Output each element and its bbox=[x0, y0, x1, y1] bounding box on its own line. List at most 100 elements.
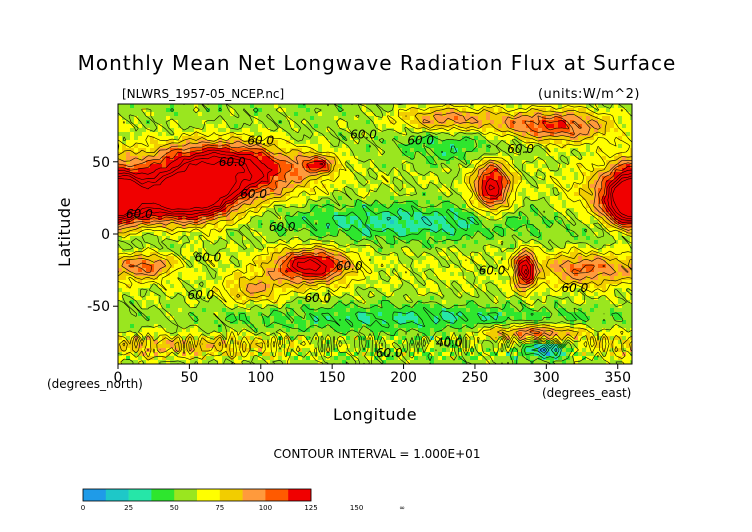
heatmap-cell bbox=[374, 108, 379, 113]
heatmap-cell bbox=[550, 208, 555, 213]
heatmap-cell bbox=[270, 212, 275, 217]
heatmap-cell bbox=[418, 160, 423, 165]
heatmap-cell bbox=[118, 112, 123, 117]
heatmap-cell bbox=[558, 240, 563, 245]
heatmap-cell bbox=[594, 168, 599, 173]
heatmap-cell bbox=[354, 148, 359, 153]
heatmap-cell bbox=[522, 184, 527, 189]
heatmap-cell bbox=[426, 192, 431, 197]
heatmap-cell bbox=[534, 124, 539, 129]
heatmap-cell bbox=[454, 168, 459, 173]
heatmap-cell bbox=[398, 252, 403, 257]
heatmap-cell bbox=[190, 224, 195, 229]
heatmap-cell bbox=[250, 196, 255, 201]
heatmap-cell bbox=[558, 184, 563, 189]
heatmap-cell bbox=[610, 148, 615, 153]
heatmap-cell bbox=[474, 184, 479, 189]
heatmap-cell bbox=[310, 180, 315, 185]
heatmap-cell bbox=[246, 228, 251, 233]
heatmap-cell bbox=[578, 240, 583, 245]
heatmap-cell bbox=[194, 188, 199, 193]
heatmap-cell bbox=[398, 192, 403, 197]
heatmap-cell bbox=[230, 140, 235, 145]
heatmap-cell bbox=[358, 124, 363, 129]
heatmap-cell bbox=[390, 176, 395, 181]
heatmap-cell bbox=[210, 196, 215, 201]
heatmap-cell bbox=[330, 104, 335, 109]
heatmap-cell bbox=[370, 164, 375, 169]
heatmap-cell bbox=[514, 168, 519, 173]
heatmap-cell bbox=[218, 184, 223, 189]
heatmap-cell bbox=[210, 136, 215, 141]
heatmap-cell bbox=[130, 224, 135, 229]
heatmap-cell bbox=[326, 208, 331, 213]
heatmap-cell bbox=[206, 232, 211, 237]
heatmap-cell bbox=[618, 220, 623, 225]
heatmap-cell bbox=[602, 188, 607, 193]
heatmap-cell bbox=[514, 172, 519, 177]
heatmap-cell bbox=[158, 188, 163, 193]
heatmap-cell bbox=[362, 108, 367, 113]
heatmap-cell bbox=[126, 156, 131, 161]
heatmap-cell bbox=[170, 256, 175, 261]
heatmap-cell bbox=[582, 252, 587, 257]
heatmap-cell bbox=[526, 188, 531, 193]
heatmap-cell bbox=[566, 208, 571, 213]
heatmap-cell bbox=[234, 116, 239, 121]
heatmap-cell bbox=[586, 104, 591, 109]
heatmap-cell bbox=[298, 240, 303, 245]
heatmap-cell bbox=[390, 104, 395, 109]
heatmap-cell bbox=[530, 196, 535, 201]
heatmap-cell bbox=[458, 180, 463, 185]
heatmap-cell bbox=[418, 164, 423, 169]
heatmap-cell bbox=[342, 216, 347, 221]
heatmap-cell bbox=[418, 200, 423, 205]
heatmap-cell bbox=[174, 240, 179, 245]
heatmap-cell bbox=[554, 216, 559, 221]
heatmap-cell bbox=[366, 216, 371, 221]
heatmap-cell bbox=[582, 160, 587, 165]
heatmap-cell bbox=[266, 132, 271, 137]
heatmap-cell bbox=[474, 144, 479, 149]
heatmap-cell bbox=[230, 136, 235, 141]
heatmap-cell bbox=[394, 240, 399, 245]
heatmap-cell bbox=[302, 152, 307, 157]
heatmap-cell bbox=[582, 196, 587, 201]
heatmap-cell bbox=[186, 132, 191, 137]
heatmap-cell bbox=[554, 212, 559, 217]
heatmap-cell bbox=[250, 140, 255, 145]
heatmap-cell bbox=[614, 220, 619, 225]
heatmap-cell bbox=[606, 168, 611, 173]
heatmap-cell bbox=[358, 132, 363, 137]
heatmap-cell bbox=[510, 204, 515, 209]
heatmap-cell bbox=[282, 136, 287, 141]
heatmap-cell bbox=[154, 140, 159, 145]
heatmap-cell bbox=[218, 220, 223, 225]
heatmap-cell bbox=[282, 152, 287, 157]
heatmap-cell bbox=[562, 180, 567, 185]
heatmap-cell bbox=[494, 184, 499, 189]
heatmap-cell bbox=[398, 248, 403, 253]
heatmap-cell bbox=[442, 204, 447, 209]
heatmap-cell bbox=[298, 148, 303, 153]
heatmap-cell bbox=[610, 152, 615, 157]
heatmap-cell bbox=[178, 220, 183, 225]
heatmap-cell bbox=[542, 124, 547, 129]
heatmap-cell bbox=[294, 172, 299, 177]
heatmap-cell bbox=[462, 176, 467, 181]
heatmap-cell bbox=[542, 108, 547, 113]
heatmap-cell bbox=[166, 116, 171, 121]
heatmap-cell bbox=[406, 188, 411, 193]
heatmap-cell bbox=[470, 132, 475, 137]
heatmap-cell bbox=[494, 188, 499, 193]
heatmap-cell bbox=[602, 200, 607, 205]
heatmap-cell bbox=[118, 164, 123, 169]
heatmap-cell bbox=[294, 124, 299, 129]
heatmap-cell bbox=[378, 236, 383, 241]
heatmap-cell bbox=[202, 156, 207, 161]
heatmap-cell bbox=[622, 204, 627, 209]
heatmap-cell bbox=[586, 220, 591, 225]
heatmap-cell bbox=[602, 148, 607, 153]
heatmap-cell bbox=[154, 236, 159, 241]
chart-title: Monthly Mean Net Longwave Radiation Flux… bbox=[78, 51, 677, 75]
